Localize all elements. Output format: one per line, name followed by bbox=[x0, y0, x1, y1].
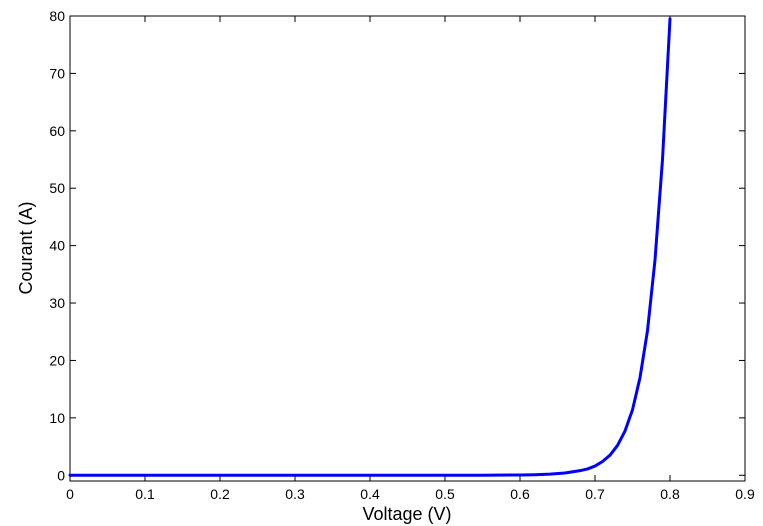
x-tick-label: 0 bbox=[66, 486, 74, 502]
y-tick-label: 20 bbox=[49, 352, 65, 368]
x-tick-label: 0.8 bbox=[660, 486, 680, 502]
x-tick-label: 0.5 bbox=[435, 486, 455, 502]
tick-labels: 0 0.1 0.2 0.3 0.4 0.5 0.6 0.7 0.8 0.9 0 10 20 30 40 50 6… bbox=[49, 8, 755, 502]
x-tick-label: 0.7 bbox=[585, 486, 605, 502]
plot-area bbox=[69, 15, 746, 482]
y-tick-label: 0 bbox=[57, 467, 65, 483]
x-tick-label: 0.4 bbox=[360, 486, 380, 502]
y-tick-label: 10 bbox=[49, 410, 65, 426]
x-tick-label: 0.3 bbox=[285, 486, 305, 502]
x-axis-label: Voltage (V) bbox=[362, 504, 451, 524]
y-axis-label: Courant (A) bbox=[16, 201, 36, 294]
y-tick-label: 80 bbox=[49, 8, 65, 24]
y-tick-label: 70 bbox=[49, 65, 65, 81]
x-tick-label: 0.6 bbox=[510, 486, 530, 502]
y-tick-label: 60 bbox=[49, 123, 65, 139]
x-tick-label: 0.2 bbox=[210, 486, 230, 502]
y-tick-label: 50 bbox=[49, 180, 65, 196]
y-tick-label: 30 bbox=[49, 295, 65, 311]
x-tick-label: 0.1 bbox=[135, 486, 155, 502]
series-line bbox=[68, 17, 672, 477]
series-layer bbox=[68, 17, 672, 477]
x-tick-label: 0.9 bbox=[735, 486, 755, 502]
y-tick-label: 40 bbox=[49, 238, 65, 254]
